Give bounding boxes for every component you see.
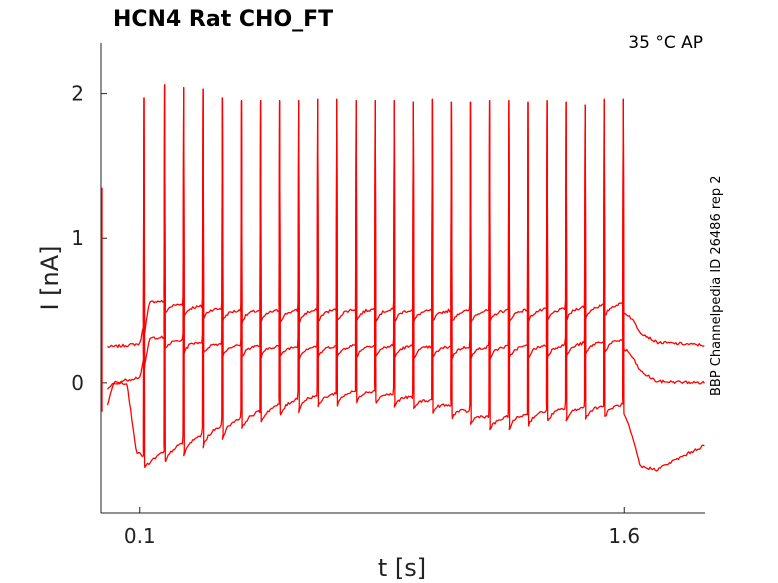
y-tick-label: 2 <box>71 82 84 106</box>
y-tick-label: 0 <box>71 371 84 395</box>
x-tick-label: 1.6 <box>608 524 640 548</box>
trace-group <box>101 84 705 472</box>
condition-label: 35 °C AP <box>628 33 703 53</box>
series-line-rep-2 <box>106 84 705 390</box>
chart-title: HCN4 Rat CHO_FT <box>113 7 333 32</box>
x-tick-label: 0.1 <box>124 524 156 548</box>
tick-group: 0 1 2 0.1 1.6 <box>71 82 640 548</box>
series-line-rep-3 <box>106 84 705 472</box>
side-label: BBP Channelpedia ID 26486 rep 2 <box>709 175 724 396</box>
series-line-rep-1 <box>107 84 705 349</box>
y-tick-label: 1 <box>71 226 84 250</box>
x-axis-label: t [s] <box>378 554 426 582</box>
y-axis-label: I [nA] <box>36 245 64 310</box>
